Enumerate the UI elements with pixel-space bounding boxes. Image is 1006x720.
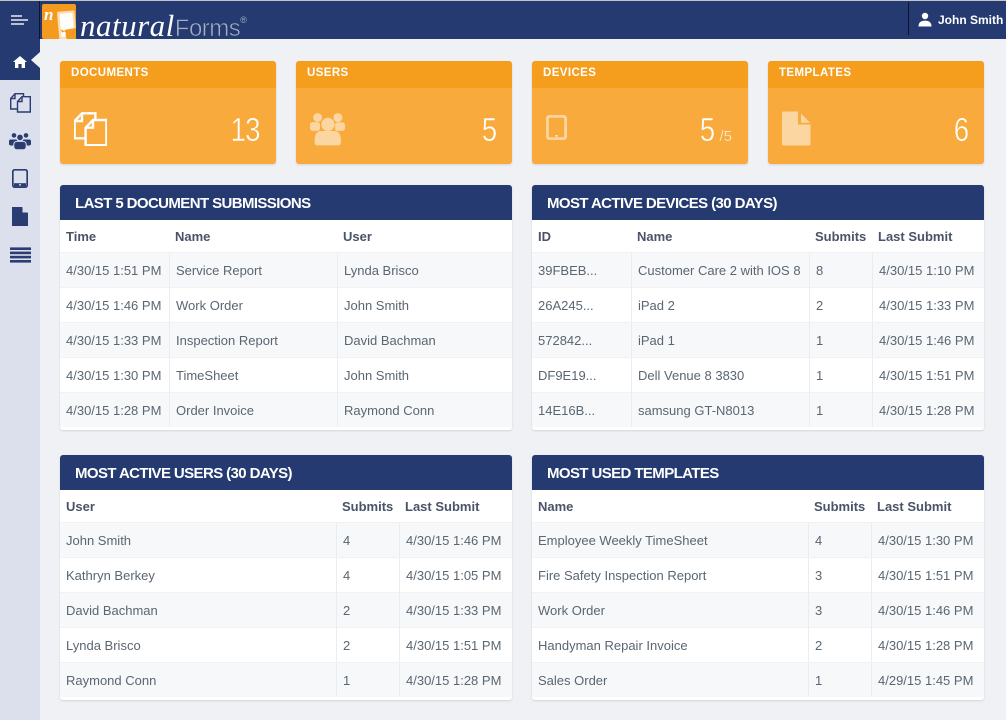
svg-text:n: n [44, 5, 53, 24]
